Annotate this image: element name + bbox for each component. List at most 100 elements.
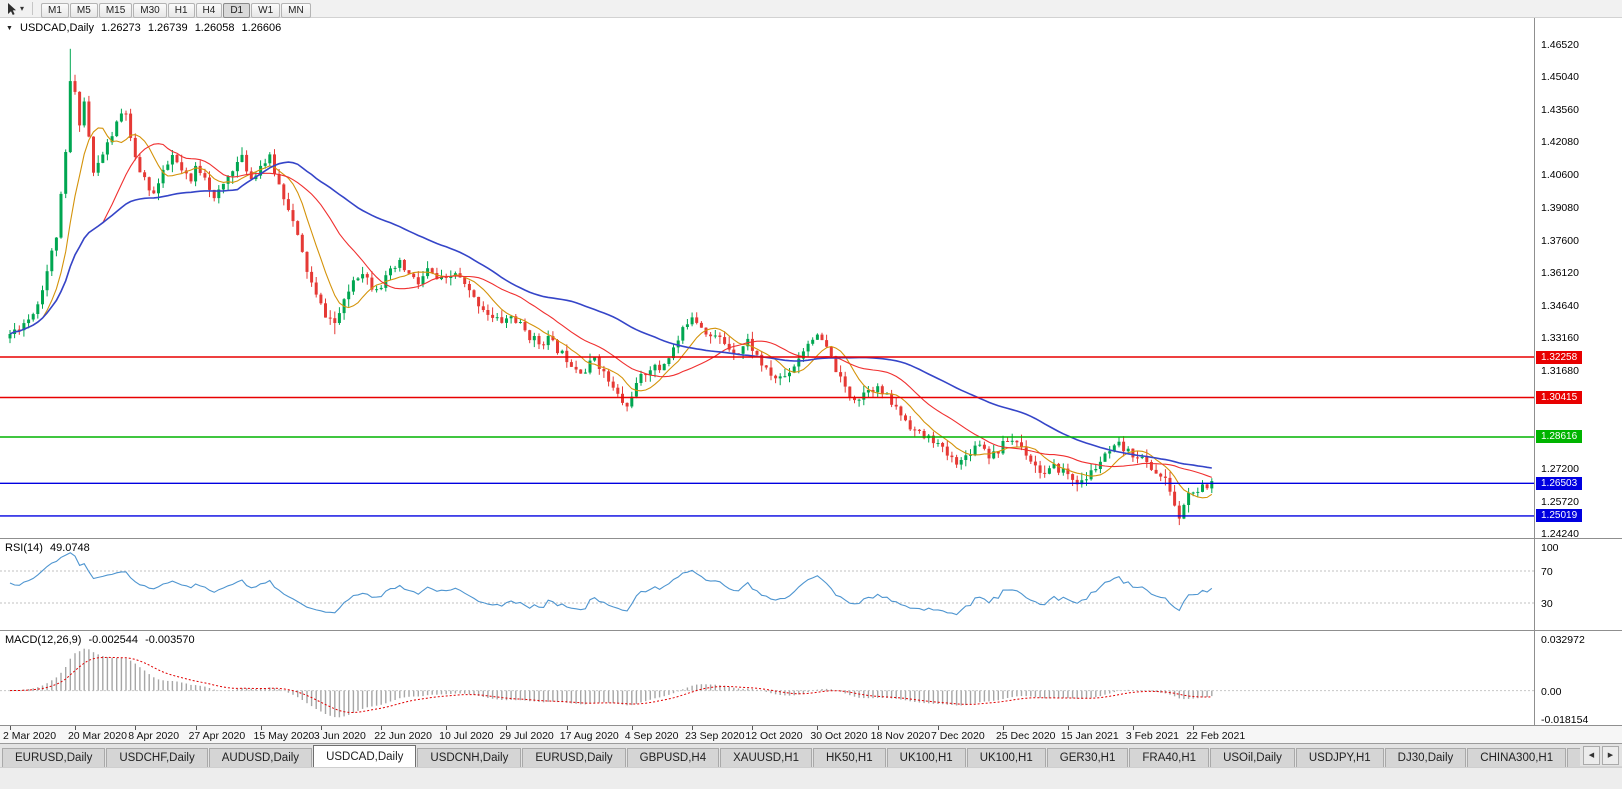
- chart-tab-uk100-h1[interactable]: UK100,H1: [966, 748, 1046, 767]
- date-label: 25 Dec 2020: [995, 730, 1056, 742]
- date-label: 7 Dec 2020: [931, 730, 985, 742]
- date-label: 2 Mar 2020: [3, 730, 57, 742]
- date-label: 15 Jan 2021: [1060, 730, 1119, 742]
- timeframe-m5-button[interactable]: M5: [69, 2, 98, 18]
- ohlc-close: 1.26606: [241, 22, 282, 34]
- price-axis-label: 1.34640: [1541, 299, 1579, 312]
- rsi-line: [9, 552, 1213, 616]
- tab-scroll-buttons: ◀ ▶: [1580, 744, 1622, 766]
- date-tick: [938, 726, 939, 730]
- tab-scroll-left-icon[interactable]: ◀: [1583, 745, 1600, 765]
- chart-tab-eurusd-daily[interactable]: EURUSD,Daily: [2, 748, 106, 767]
- price-axis-label: 1.43560: [1541, 103, 1579, 116]
- timeframe-m30-button[interactable]: M30: [133, 2, 167, 18]
- chart-tab-hk50-h1[interactable]: HK50,H1: [812, 748, 886, 767]
- tool-dropdown-caret-icon[interactable]: ▾: [20, 3, 25, 13]
- timeframe-m15-button[interactable]: M15: [98, 2, 133, 18]
- date-label: 8 Apr 2020: [128, 730, 180, 742]
- chart-tab-bar: EURUSD,Daily USDCHF,Daily AUDUSD,Daily USDC…: [0, 743, 1622, 767]
- chart-tab-china300-h1[interactable]: CHINA300,H1: [1467, 748, 1567, 767]
- chart-tab-usdjpy-h1[interactable]: USDJPY,H1: [1295, 748, 1384, 767]
- panel-separator[interactable]: [0, 538, 1622, 539]
- macd-indicator-canvas[interactable]: [0, 631, 1534, 725]
- date-tick: [1132, 726, 1134, 730]
- price-axis-label: 1.40600: [1541, 168, 1579, 181]
- price-axis-label: 1.39080: [1541, 202, 1579, 215]
- time-axis[interactable]: 2 Mar 2020 20 Mar 2020 8 Apr 2020 27 Apr 20…: [0, 725, 1622, 743]
- macd-axis-label: 0.032972: [1541, 634, 1585, 646]
- timeframe-w1-button[interactable]: W1: [251, 2, 281, 18]
- chart-tab-dj30-daily[interactable]: DJ30,Daily: [1384, 748, 1467, 767]
- price-chart-canvas[interactable]: [0, 18, 1534, 538]
- chart-tab-usdcad-daily[interactable]: USDCAD,Daily: [313, 745, 417, 767]
- macd-axis-label: -0.018154: [1541, 714, 1589, 726]
- chart-tab-eurusd-daily[interactable]: EURUSD,Daily: [522, 748, 626, 767]
- ohlc-low: 1.26058: [194, 22, 235, 34]
- macd-axis-label: 0.00: [1541, 685, 1562, 698]
- chart-tab-uk100-h1[interactable]: UK100,H1: [886, 748, 966, 767]
- timeframe-h1-button[interactable]: H1: [167, 2, 195, 18]
- date-tick: [195, 726, 197, 730]
- rsi-label: RSI(14) 49.0748: [5, 542, 94, 554]
- chart-tab-xauusd-h1[interactable]: XAUUSD,H1: [720, 748, 812, 767]
- date-label: 4 Sep 2020: [624, 730, 679, 742]
- chart-menu-icon[interactable]: ▼: [6, 25, 13, 32]
- rsi-axis-label: 100: [1541, 542, 1559, 554]
- chart-ohlc-header: ▼ USDCAD,Daily 1.26273 1.26739 1.26058 1…: [6, 22, 285, 34]
- chart-tab-usdcnh-daily[interactable]: USDCNH,Daily: [417, 748, 522, 767]
- chart-tab-gbpusd-h4[interactable]: GBPUSD,H4: [626, 748, 720, 767]
- level-price-badge: 1.26503: [1536, 476, 1583, 490]
- rsi-indicator-canvas[interactable]: [0, 539, 1534, 630]
- date-tick: [381, 726, 383, 730]
- cursor-tool-icon[interactable]: [5, 1, 17, 16]
- macd-histogram: [13, 648, 1213, 718]
- chart-tab-audusd-daily[interactable]: AUDUSD,Daily: [208, 748, 313, 767]
- level-price-badge: 1.28616: [1536, 430, 1583, 444]
- date-tick: [320, 726, 322, 730]
- rsi-value: 49.0748: [49, 542, 90, 554]
- rsi-axis-label: 70: [1541, 566, 1553, 578]
- chart-tab-fra40-h1[interactable]: FRA40,H1: [1129, 748, 1210, 767]
- price-axis[interactable]: 1.46520 1.45040 1.43560 1.42080 1.40600 1.390…: [1534, 18, 1622, 726]
- macd-signal-value: -0.003570: [145, 634, 195, 646]
- timeframe-h4-button[interactable]: H4: [195, 2, 223, 18]
- level-price-badge: 1.25019: [1536, 509, 1583, 523]
- date-tick: [135, 726, 137, 730]
- ohlc-high: 1.26739: [147, 22, 188, 34]
- date-tick: [752, 726, 754, 730]
- price-axis-label: 1.24240: [1541, 528, 1579, 540]
- date-tick: [506, 726, 508, 730]
- date-label: 3 Jun 2020: [313, 730, 366, 742]
- chart-tab-ger30-h1[interactable]: GER30,H1: [1046, 748, 1129, 767]
- date-tick: [1002, 726, 1004, 730]
- date-label: 22 Jun 2020: [374, 730, 432, 742]
- date-tick: [1193, 726, 1195, 730]
- date-label: 12 Oct 2020: [745, 730, 803, 742]
- top-toolbar: ▾ M1 M5 M15 M30 H1 H4 D1 W1 MN: [0, 0, 1622, 18]
- tab-scroll-right-icon[interactable]: ▶: [1602, 745, 1619, 765]
- date-tick: [566, 726, 568, 730]
- panel-separator[interactable]: [0, 630, 1622, 631]
- chart-tab-usdchf-daily[interactable]: USDCHF,Daily: [106, 748, 208, 767]
- chart-tab-usoil-daily[interactable]: USOil,Daily: [1210, 748, 1295, 767]
- macd-label: MACD(12,26,9) -0.002544 -0.003570: [5, 634, 199, 646]
- candlesticks: [8, 48, 1214, 526]
- date-tick: [631, 726, 633, 730]
- date-tick: [817, 726, 819, 730]
- timeframe-mn-button[interactable]: MN: [281, 2, 311, 18]
- ohlc-open: 1.26273: [101, 22, 141, 34]
- timeframe-m1-button[interactable]: M1: [41, 2, 69, 18]
- price-axis-label: 1.37600: [1541, 234, 1579, 247]
- macd-main-value: -0.002544: [88, 634, 139, 646]
- timeframe-d1-button[interactable]: D1: [223, 2, 251, 18]
- chart-symbol-period: USDCAD,Daily: [20, 22, 94, 34]
- moving-average-21: [9, 143, 1212, 478]
- date-label: 17 Aug 2020: [559, 730, 619, 742]
- date-label: 23 Sep 2020: [685, 730, 745, 742]
- rsi-axis-label: 30: [1541, 598, 1553, 610]
- price-axis-label: 1.31680: [1541, 364, 1579, 377]
- date-label: 27 Apr 2020: [188, 730, 246, 742]
- price-axis-label: 1.46520: [1541, 39, 1579, 51]
- moving-average-8: [9, 127, 1213, 499]
- date-tick: [877, 726, 879, 730]
